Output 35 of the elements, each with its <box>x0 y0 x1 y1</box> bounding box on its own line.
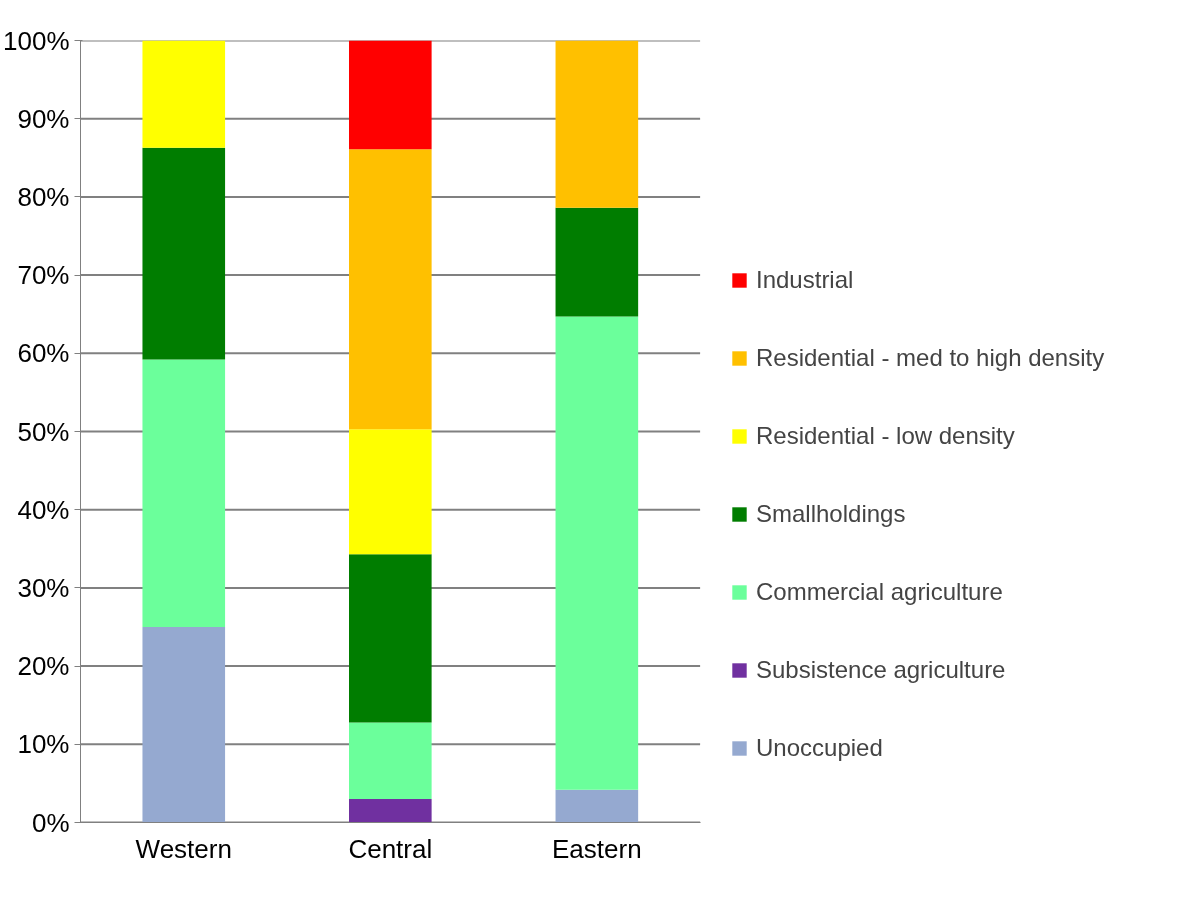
bar <box>142 40 226 148</box>
legend-label: Unoccupied <box>756 734 883 762</box>
y-tick-label: 90% <box>17 103 70 134</box>
bar <box>349 722 432 800</box>
bar <box>142 147 226 360</box>
y-tick-label: 100% <box>3 25 70 56</box>
legend-label: Smallholdings <box>756 500 906 528</box>
bar <box>349 149 432 430</box>
y-tick-label: 60% <box>17 338 70 369</box>
bar <box>555 207 639 317</box>
y-tick-label: 50% <box>17 416 70 447</box>
x-tick-label: Eastern <box>552 833 642 864</box>
bar <box>349 40 432 150</box>
legend-label: Subsistence agriculture <box>756 656 1006 684</box>
bar <box>349 799 432 823</box>
legend-label: Industrial <box>756 266 854 294</box>
legend-label: Residential - med to high density <box>756 344 1105 372</box>
y-tick-label: 40% <box>17 494 70 525</box>
bar <box>349 554 432 723</box>
y-tick-label: 80% <box>17 181 70 212</box>
bar <box>555 316 639 790</box>
bar <box>349 429 432 555</box>
y-tick-label: 10% <box>17 729 70 760</box>
x-tick-label: Central <box>348 833 433 864</box>
bar <box>555 789 639 823</box>
legend-label: Residential - low density <box>756 422 1015 450</box>
bar <box>142 627 226 823</box>
y-tick-label: 0% <box>31 807 70 838</box>
x-tick-label: Western <box>135 833 232 864</box>
y-tick-label: 30% <box>17 572 70 603</box>
y-tick-label: 20% <box>17 651 70 682</box>
legend-label: Commercial agriculture <box>756 578 1003 606</box>
y-tick-label: 70% <box>17 260 70 291</box>
bar <box>555 40 639 208</box>
bar <box>142 359 226 627</box>
